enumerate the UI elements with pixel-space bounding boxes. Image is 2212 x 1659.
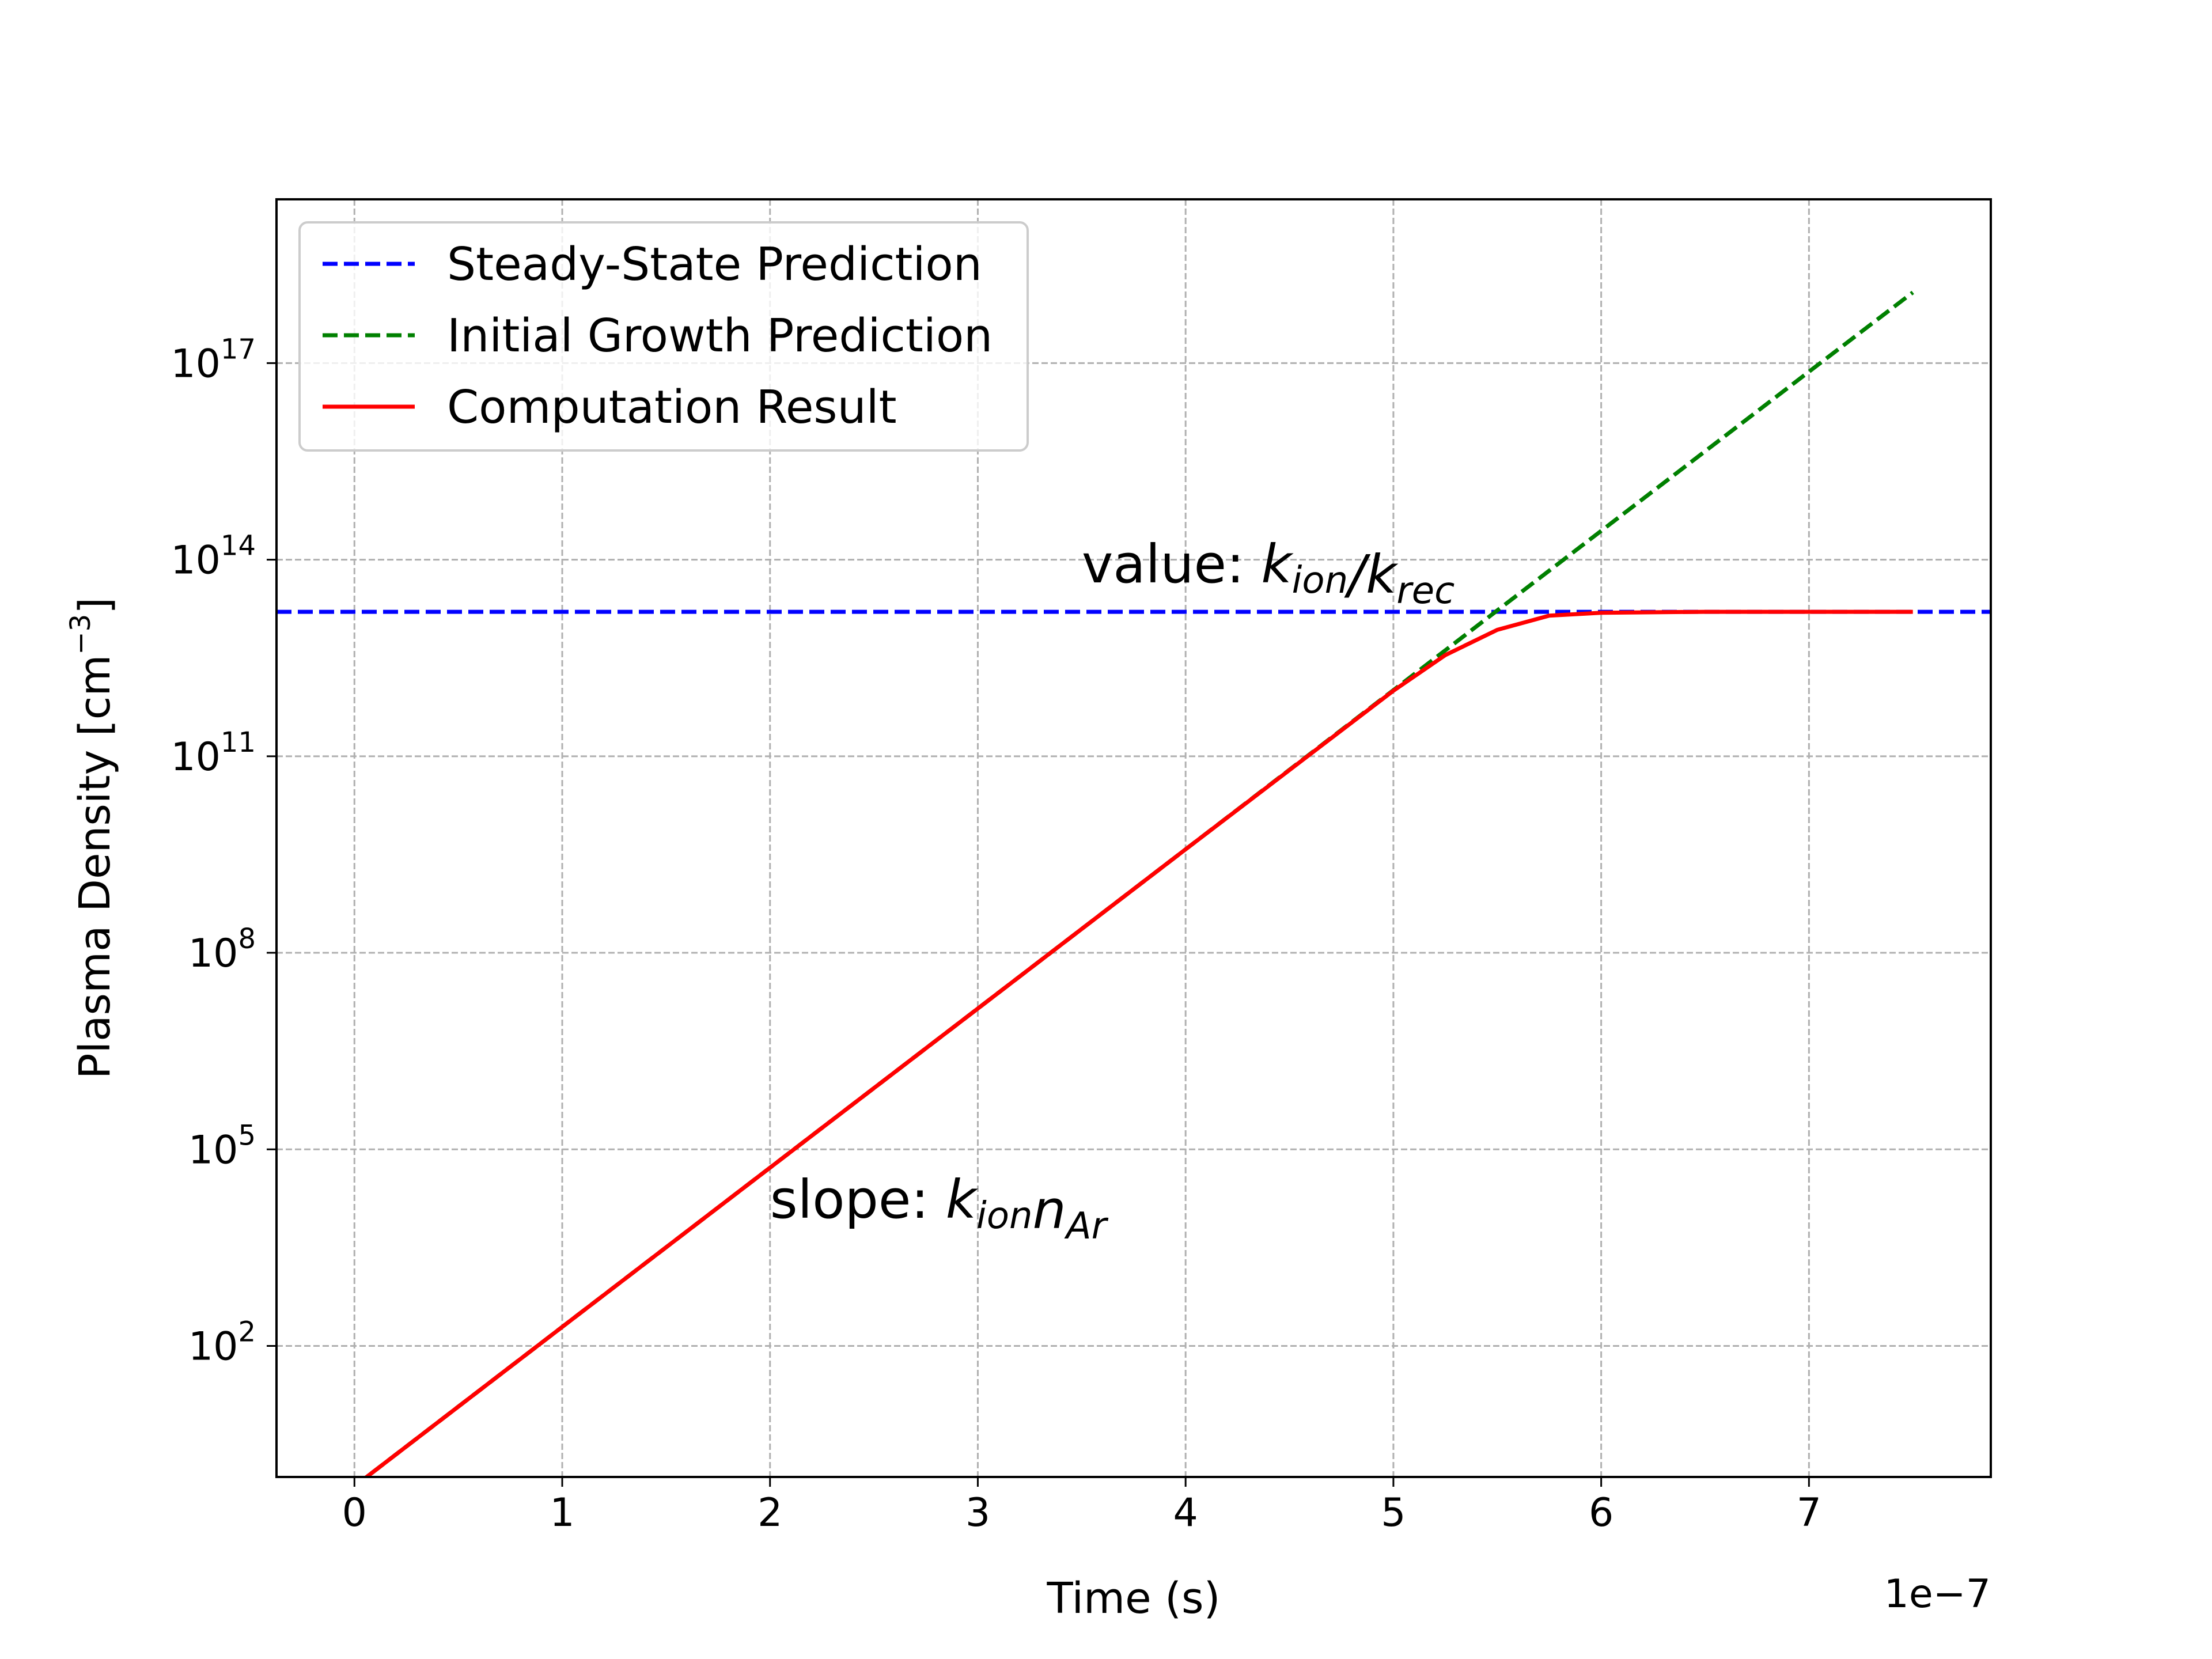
series-layer bbox=[276, 290, 1991, 1477]
y-axis-label-close: ] bbox=[70, 597, 120, 614]
y-tick-base: 10 bbox=[171, 734, 221, 780]
x-tick-label: 2 bbox=[757, 1490, 782, 1536]
y-tick-base: 10 bbox=[188, 1127, 238, 1173]
x-tick-label: 0 bbox=[342, 1490, 367, 1536]
series-line-computation-result bbox=[363, 609, 1913, 1477]
y-tick-base: 10 bbox=[188, 1324, 238, 1370]
x-tick-label: 3 bbox=[965, 1490, 990, 1536]
y-axis-label-exponent: −3 bbox=[65, 614, 97, 655]
y-axis-label: Plasma Density [cm−3] bbox=[65, 597, 120, 1079]
y-tick-exponent: 8 bbox=[238, 923, 256, 955]
annotation: value: kion/krec bbox=[1082, 533, 1455, 612]
annotation-prefix: slope: bbox=[770, 1169, 946, 1230]
y-tick-label: 1017 bbox=[171, 333, 256, 387]
x-tick-label: 1 bbox=[550, 1490, 574, 1536]
y-tick-exponent: 11 bbox=[221, 726, 256, 759]
legend-label: Steady-State Prediction bbox=[447, 238, 982, 291]
x-tick-label: 6 bbox=[1589, 1490, 1613, 1536]
y-tick-exponent: 2 bbox=[238, 1316, 256, 1349]
annotation: slope: kionnAr bbox=[770, 1169, 1109, 1248]
y-tick-base: 10 bbox=[188, 931, 238, 976]
y-tick-exponent: 5 bbox=[238, 1119, 256, 1152]
x-axis-label: Time (s) bbox=[1047, 1574, 1221, 1623]
x-tick-label: 5 bbox=[1381, 1490, 1406, 1536]
y-tick-label: 1011 bbox=[171, 726, 256, 780]
legend-label: Initial Growth Prediction bbox=[447, 309, 993, 362]
x-tick-label: 7 bbox=[1797, 1490, 1821, 1536]
y-tick-label: 1014 bbox=[171, 530, 256, 584]
y-tick-label: 108 bbox=[188, 923, 256, 976]
y-axis-label-text: Plasma Density [cm bbox=[70, 655, 120, 1080]
y-tick-exponent: 17 bbox=[221, 333, 256, 365]
x-tick-label: 4 bbox=[1173, 1490, 1198, 1536]
annotations: value: kion/krec slope: kionnAr bbox=[770, 533, 1455, 1248]
annotation-prefix: value: bbox=[1082, 533, 1262, 595]
plot-frame bbox=[275, 198, 1992, 1478]
legend: Steady-State Prediction Initial Growth Pr… bbox=[298, 221, 1029, 452]
y-tick-base: 10 bbox=[171, 538, 221, 584]
y-tick-label: 102 bbox=[188, 1316, 256, 1370]
y-tick-base: 10 bbox=[171, 341, 221, 387]
y-tick-label: 105 bbox=[188, 1119, 256, 1173]
x-offset-label: 1e−7 bbox=[1884, 1571, 1991, 1617]
legend-label: Computation Result bbox=[447, 381, 897, 434]
legend-box bbox=[298, 221, 1029, 452]
annotation-math: kionnAr bbox=[946, 1169, 1109, 1248]
annotation-math: kion/krec bbox=[1261, 533, 1455, 612]
y-tick-exponent: 14 bbox=[221, 530, 256, 562]
